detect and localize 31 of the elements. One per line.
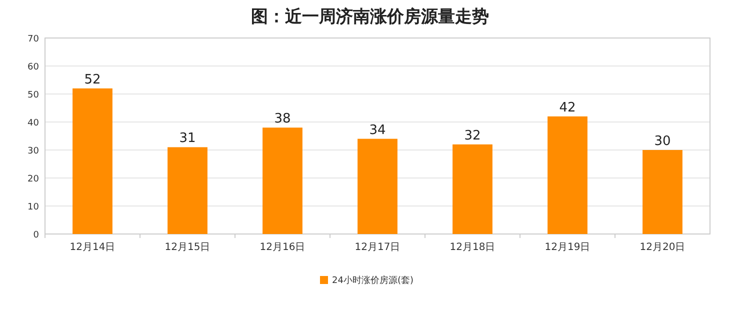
x-tick-label: 12月14日 <box>70 242 116 253</box>
y-tick-label: 60 <box>28 62 40 72</box>
legend-label: 24小时涨价房源(套) <box>332 275 414 286</box>
y-tick-label: 70 <box>28 34 40 44</box>
data-label: 31 <box>179 131 196 146</box>
bar <box>548 116 588 234</box>
y-tick-label: 30 <box>28 146 40 156</box>
data-label: 38 <box>274 112 291 127</box>
y-tick-label: 50 <box>28 90 40 100</box>
x-tick-label: 12月15日 <box>164 242 210 253</box>
data-label: 32 <box>464 128 481 144</box>
bar <box>452 144 492 234</box>
bar <box>168 147 208 234</box>
y-tick-label: 40 <box>28 118 40 128</box>
data-label: 34 <box>369 122 386 138</box>
bar <box>358 138 398 234</box>
y-tick-label: 0 <box>33 230 40 240</box>
chart-title: 图：近一周济南涨价房源量走势 <box>251 7 489 27</box>
x-tick-label: 12月20日 <box>640 242 686 253</box>
x-tick-label: 12月17日 <box>354 242 400 253</box>
x-tick-label: 12月16日 <box>260 242 306 253</box>
data-label: 52 <box>84 72 101 88</box>
x-tick-label: 12月19日 <box>544 242 590 253</box>
bar <box>262 128 302 234</box>
bar <box>72 88 112 234</box>
x-tick-label: 12月18日 <box>450 242 496 253</box>
bar <box>642 150 682 234</box>
data-label: 42 <box>559 100 576 116</box>
data-label: 30 <box>654 134 671 149</box>
y-tick-label: 20 <box>28 174 40 184</box>
y-tick-label: 10 <box>28 202 40 212</box>
